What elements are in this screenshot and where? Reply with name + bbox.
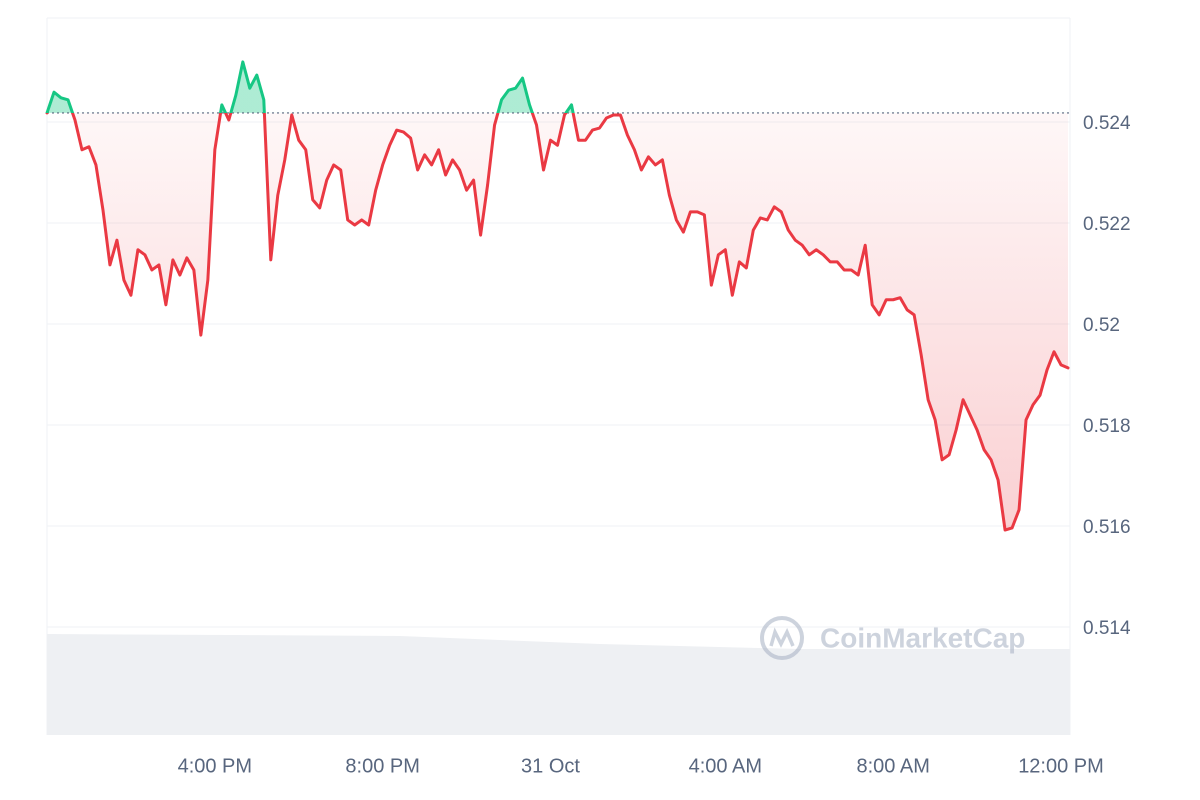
y-tick-label: 0.516 <box>1083 517 1131 538</box>
price-line <box>45 60 1070 532</box>
x-tick-label: 8:00 PM <box>345 755 419 777</box>
x-tick-label: 8:00 AM <box>856 755 929 777</box>
x-tick-label: 4:00 PM <box>178 755 252 777</box>
watermark: CoinMarketCap <box>760 616 1025 660</box>
y-tick-label: 0.524 <box>1083 113 1131 134</box>
x-tick-label: 4:00 AM <box>689 755 762 777</box>
plot <box>45 60 1070 532</box>
y-tick-label: 0.518 <box>1083 416 1131 437</box>
x-tick-label: 31 Oct <box>521 755 580 777</box>
price-area <box>47 61 1068 531</box>
volume-area <box>47 634 1070 735</box>
y-tick-label: 0.522 <box>1083 214 1131 235</box>
watermark-logo <box>760 616 804 660</box>
y-tick-label: 0.52 <box>1083 315 1120 336</box>
watermark-text: CoinMarketCap <box>820 622 1025 653</box>
y-tick-label: 0.514 <box>1083 618 1131 639</box>
watermark-logo-mark <box>769 627 795 648</box>
x-tick-label: 12:00 PM <box>1018 755 1104 777</box>
